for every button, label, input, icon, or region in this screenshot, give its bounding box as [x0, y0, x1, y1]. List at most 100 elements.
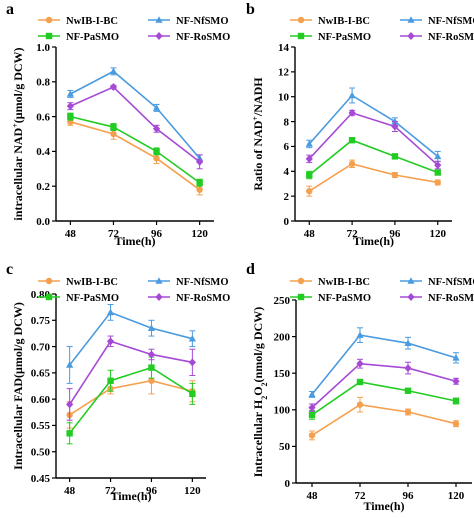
legend-label: NF-PaSMO — [318, 293, 371, 304]
data-point — [188, 334, 196, 342]
series-nf-rosmo — [308, 358, 460, 412]
data-point — [106, 308, 115, 316]
legend-label: NF-RoSMO — [176, 293, 230, 304]
series-line — [311, 381, 457, 416]
data-point — [196, 186, 203, 193]
data-point — [66, 90, 74, 97]
data-point — [308, 411, 316, 419]
x-tick-label: 72 — [108, 228, 120, 240]
data-point — [110, 123, 117, 131]
series-line — [70, 121, 201, 191]
x-tick-label: 96 — [146, 485, 158, 497]
x-tick-label: 120 — [184, 485, 201, 497]
data-point — [452, 420, 460, 427]
data-point — [110, 130, 117, 138]
legend-label: NF-PaSMO — [318, 32, 371, 43]
x-tick-label: 48 — [304, 228, 316, 240]
x-tick-label: 96 — [151, 228, 163, 240]
data-point — [67, 113, 74, 120]
y-tick-label: 0.70 — [31, 341, 51, 353]
legend-label: NF-PaSMO — [66, 293, 119, 304]
y-tick-label: 0.50 — [31, 447, 51, 459]
series-line — [311, 403, 457, 437]
panel-letter: a — [6, 1, 14, 18]
x-tick-label: 72 — [105, 485, 117, 497]
y-tick-label: 2 — [284, 191, 290, 203]
series-nwib-i-bc — [306, 159, 441, 197]
data-point — [66, 430, 73, 437]
panel-a: a 0.0 0.2 0.4 0.6 0.8 1.0 48 72 96 120 Time(h) intra… — [6, 1, 230, 248]
series-nwib-i-bc — [308, 396, 460, 441]
series-nf-nfsmo — [66, 67, 204, 163]
y-tick-label: 0.60 — [31, 394, 51, 406]
legend-marker — [407, 16, 415, 23]
data-point — [434, 161, 442, 170]
x-axis-title: Time(h) — [114, 234, 155, 248]
x-tick-label: 48 — [307, 490, 319, 502]
y-tick-label: 0.8 — [36, 77, 50, 89]
data-point — [308, 390, 316, 398]
data-point — [66, 361, 74, 368]
series-nf-rosmo — [305, 108, 442, 170]
data-point — [153, 148, 160, 155]
data-point — [404, 339, 412, 346]
y-tick-label: 1.0 — [36, 42, 50, 54]
series-nf-pasmo — [308, 378, 460, 420]
legend: NwIB-I-BC NF-NfSMO NF-PaSMO NF-RoSMO — [38, 277, 230, 304]
x-tick-label: 48 — [64, 485, 76, 497]
data-point — [147, 350, 156, 359]
x-tick-label: 96 — [389, 228, 401, 240]
legend-label: NF-RoSMO — [428, 293, 474, 304]
data-point — [152, 124, 161, 133]
data-point — [391, 153, 399, 160]
legend-label: NF-NfSMO — [176, 16, 229, 27]
data-point — [404, 408, 412, 416]
data-point — [306, 171, 313, 179]
x-tick-label: 72 — [347, 228, 359, 240]
data-point — [452, 377, 460, 386]
panel-letter: d — [246, 261, 255, 278]
series-line — [70, 86, 201, 163]
legend-marker — [407, 277, 415, 284]
legend-label: NF-PaSMO — [66, 32, 119, 43]
legend-marker — [407, 293, 415, 301]
y-axis-title: Ratio of NAD+/NADH — [251, 77, 266, 191]
data-point — [391, 171, 399, 179]
data-point — [188, 358, 196, 367]
y-tick-label: 0.6 — [36, 111, 50, 123]
series-line — [311, 362, 457, 409]
data-point — [152, 104, 161, 111]
data-point — [148, 364, 155, 371]
x-tick-label: 48 — [65, 228, 77, 240]
x-axis-title: Time(h) — [110, 489, 151, 503]
legend-label: NF-RoSMO — [428, 32, 474, 43]
data-point — [305, 154, 313, 163]
series-line — [308, 162, 438, 192]
legend-label: NwIB-I-BC — [66, 277, 118, 288]
series-nf-pasmo — [67, 112, 203, 187]
legend-label: NwIB-I-BC — [66, 16, 118, 27]
legend-marker — [45, 32, 53, 40]
panel-letter: c — [6, 261, 13, 278]
series-line — [69, 379, 193, 416]
data-point — [189, 390, 196, 398]
data-point — [356, 401, 364, 408]
legend: NwIB-I-BC NF-NfSMO NF-PaSMO NF-RoSMO — [290, 277, 474, 304]
data-point — [109, 83, 118, 92]
x-tick-label: 72 — [355, 490, 367, 502]
y-tick-label: 200 — [274, 331, 291, 343]
legend-label: NwIB-I-BC — [318, 16, 370, 27]
legend-marker — [45, 293, 53, 301]
data-point — [305, 140, 313, 147]
series-nf-pasmo — [66, 356, 196, 445]
data-point — [434, 179, 441, 186]
legend: NwIB-I-BC NF-NfSMO NF-PaSMO NF-RoSMO — [38, 16, 230, 43]
y-tick-label: 100 — [274, 405, 291, 417]
legend-label: NF-NfSMO — [176, 277, 229, 288]
y-tick-label: 10 — [278, 92, 290, 104]
series-nf-nfsmo — [66, 304, 196, 384]
series-nwib-i-bc — [66, 367, 196, 429]
series-line — [69, 70, 201, 159]
legend-marker — [155, 32, 163, 40]
data-point — [306, 187, 313, 195]
